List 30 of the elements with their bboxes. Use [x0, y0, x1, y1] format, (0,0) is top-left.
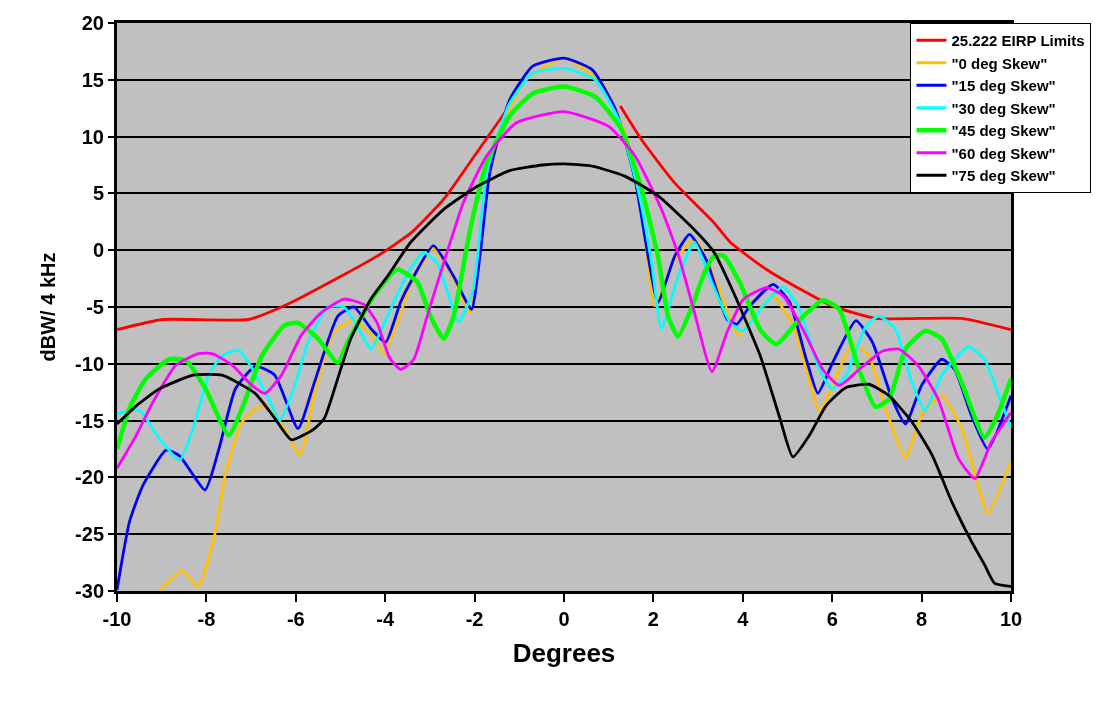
y-tick-label: -10: [75, 352, 104, 375]
y-tick-label: 10: [81, 125, 104, 148]
x-tick-label: -2: [465, 608, 484, 630]
y-tick-label: 0: [92, 239, 104, 262]
legend-label: "60 deg Skew": [951, 144, 1056, 162]
y-axis-title: dBW/ 4 kHz: [36, 252, 59, 362]
y-tick-label: 15: [81, 68, 104, 91]
y-tick-label: -30: [75, 580, 104, 602]
y-tick-label: -25: [75, 523, 104, 546]
x-axis-title: Degrees: [512, 637, 616, 668]
y-tick-label: 5: [92, 182, 104, 205]
legend-label: 25.222 EIRP Limits: [951, 32, 1085, 50]
y-tick-label: -15: [75, 409, 104, 432]
legend-label: "15 deg Skew": [951, 77, 1056, 95]
y-tick-label: -5: [86, 296, 104, 318]
x-tick-label: 2: [647, 608, 659, 630]
legend-label: "45 deg Skew": [951, 122, 1056, 140]
x-tick-label: 6: [826, 608, 838, 630]
legend-label: "30 deg Skew": [951, 99, 1056, 117]
x-tick-label: 4: [737, 608, 750, 630]
x-tick-label: 8: [916, 608, 928, 630]
x-tick-label: -8: [197, 608, 216, 630]
y-tick-label: -20: [75, 466, 104, 489]
legend-label: "0 deg Skew": [951, 54, 1048, 72]
legend-label: "75 deg Skew": [951, 167, 1056, 185]
y-tick-label: 20: [81, 12, 104, 34]
x-tick-label: 0: [558, 608, 570, 630]
x-tick-label: -6: [286, 608, 305, 630]
x-tick-label: 10: [999, 608, 1023, 630]
x-tick-label: -4: [376, 608, 395, 630]
